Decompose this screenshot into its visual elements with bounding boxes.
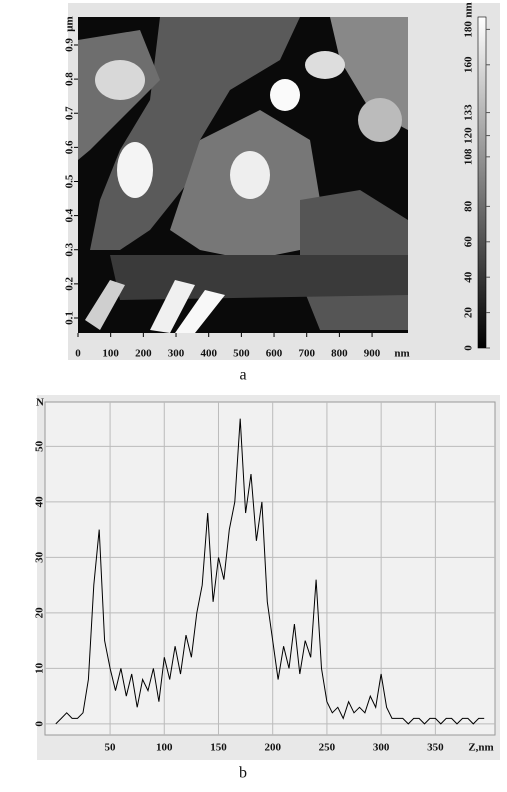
x-tick-label: 300	[168, 348, 185, 360]
y-axis-label: N	[36, 397, 44, 409]
y-tick-label: 0.9	[64, 38, 76, 52]
x-tick-label: 800	[331, 348, 348, 360]
plot-area	[44, 401, 496, 736]
x-tick-label: 200	[135, 348, 152, 360]
x-tick-label: 700	[298, 348, 315, 360]
x-tick-label: 250	[319, 742, 336, 754]
colorbar-tick-label: 0	[463, 345, 475, 351]
colorbar-tick-label: 108	[463, 148, 475, 165]
y-tick-label: 10	[34, 662, 46, 674]
x-tick-label: 900	[364, 348, 381, 360]
x-tick-label: 600	[266, 348, 283, 360]
x-tick-label: 200	[264, 742, 281, 754]
x-tick-label: 100	[102, 348, 119, 360]
y-tick-label: 0	[34, 721, 46, 727]
x-axis-label: nm	[394, 348, 409, 360]
x-tick-label: 400	[200, 348, 217, 360]
colorbar-tick-label: 160	[463, 56, 475, 73]
y-tick-label: 0.5	[64, 174, 76, 188]
y-tick-label: 0.2	[64, 276, 76, 290]
x-axis-label: Z,nm	[468, 742, 493, 754]
y-tick-label: 0.3	[64, 242, 76, 256]
x-tick-label: 300	[373, 742, 390, 754]
caption: a	[239, 367, 246, 384]
colorbar-tick-label: 20	[463, 307, 475, 319]
y-tick-label: 0.8	[64, 72, 76, 86]
y-tick-label: 0.4	[64, 208, 76, 222]
x-tick-label: 150	[210, 742, 227, 754]
y-tick-label: 50	[34, 440, 46, 452]
y-tick-label: 0.7	[64, 106, 76, 120]
y-tick-label: 20	[34, 607, 46, 619]
afm-image	[78, 17, 408, 333]
histogram-line	[55, 418, 485, 725]
colorbar-tick-label: 80	[463, 200, 475, 212]
x-tick-label: 50	[105, 742, 117, 754]
y-tick-label: 0.6	[64, 140, 76, 154]
y-tick-label: 0.1	[64, 311, 76, 325]
colorbar-tick-label: 133	[463, 104, 475, 121]
y-tick-label: 40	[34, 496, 46, 508]
caption: b	[239, 765, 247, 782]
colorbar-tick-label: 40	[463, 271, 475, 283]
colorbar-tick-label: 60	[463, 236, 475, 248]
colorbar	[477, 16, 487, 349]
x-tick-label: 100	[156, 742, 173, 754]
y-tick-label: 30	[34, 551, 46, 563]
colorbar-tick-label: 120	[463, 127, 475, 144]
x-tick-label: 350	[427, 742, 444, 754]
x-tick-label: 500	[233, 348, 250, 360]
colorbar-label: nm	[463, 2, 475, 17]
y-axis-label: μm	[64, 16, 76, 31]
x-tick-label: 0	[75, 348, 81, 360]
colorbar-tick-label: 180	[463, 21, 475, 38]
